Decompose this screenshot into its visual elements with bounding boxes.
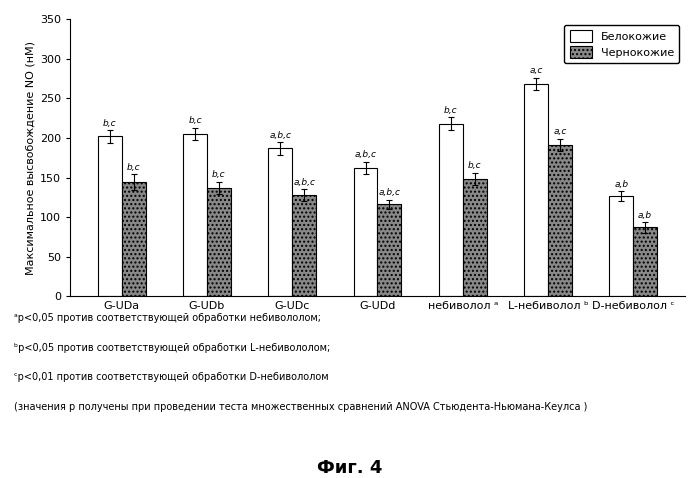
Bar — [633, 228, 657, 296]
Text: b,c: b,c — [468, 162, 482, 171]
Y-axis label: Максимальное высвобождение NO (нМ): Максимальное высвобождение NO (нМ) — [26, 41, 36, 275]
Text: a,b,c: a,b,c — [354, 150, 377, 159]
Bar — [463, 179, 487, 296]
Text: b,c: b,c — [188, 116, 202, 125]
Bar — [610, 196, 633, 296]
Text: a,b,c: a,b,c — [378, 188, 401, 197]
Text: b,c: b,c — [444, 106, 458, 115]
Bar — [183, 134, 207, 296]
Text: a,c: a,c — [529, 66, 542, 76]
Bar — [268, 148, 292, 296]
Text: Фиг. 4: Фиг. 4 — [317, 459, 382, 477]
Bar — [292, 195, 316, 296]
Bar — [122, 182, 145, 296]
Text: a,b: a,b — [614, 180, 628, 189]
Text: b,c: b,c — [103, 119, 117, 128]
Bar — [207, 188, 231, 296]
Bar — [354, 168, 377, 296]
Text: ᵇp<0,05 против соответствующей обработки L-небивололом;: ᵇp<0,05 против соответствующей обработки… — [14, 343, 330, 353]
Text: a,b,c: a,b,c — [293, 178, 315, 187]
Bar — [439, 124, 463, 296]
Text: ᵃp<0,05 против соответствующей обработки небивололом;: ᵃp<0,05 против соответствующей обработки… — [14, 313, 321, 323]
Text: b,c: b,c — [212, 170, 226, 179]
Text: a,b: a,b — [638, 210, 652, 219]
Bar — [548, 145, 572, 296]
Bar — [377, 205, 401, 296]
Text: a,c: a,c — [553, 127, 567, 136]
Bar — [98, 136, 122, 296]
Bar — [524, 84, 548, 296]
Text: (значения p получены при проведении теста множественных сравнений ANOVA Стьюдент: (значения p получены при проведении тест… — [14, 402, 587, 412]
Text: ᶜp<0,01 против соответствующей обработки D-небивололом: ᶜp<0,01 против соответствующей обработки… — [14, 372, 329, 382]
Legend: Белокожие, Чернокожие: Белокожие, Чернокожие — [564, 25, 679, 63]
Text: a,b,c: a,b,c — [269, 130, 291, 140]
Text: b,c: b,c — [127, 163, 140, 172]
